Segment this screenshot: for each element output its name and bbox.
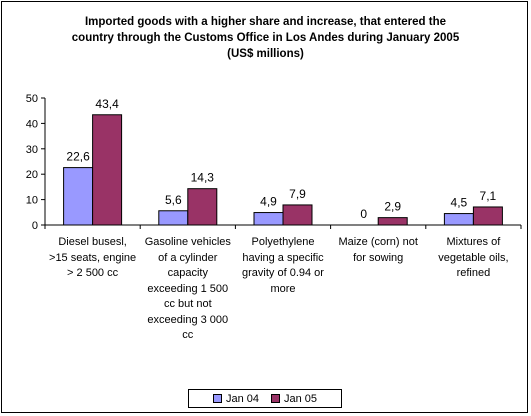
category-label: Gasoline vehicles of a cylinder capacity ex… [142, 235, 234, 344]
category-label-line: capacity [167, 267, 208, 279]
y-tick-label: 20 [26, 169, 38, 181]
bar-jan04 [443, 213, 474, 226]
category-label-line: of a cylinder [158, 251, 218, 264]
data-label: 2,9 [384, 200, 401, 214]
data-label: 5,6 [165, 193, 182, 207]
legend-label-jan04: Jan 04 [225, 392, 259, 405]
chart-title: Imported goods with a higher share and i… [0, 14, 531, 62]
category-label-line: exceeding 3 000 [147, 313, 229, 326]
legend-swatch-jan05 [271, 394, 280, 403]
title-line-2: country through the Customs Office in Lo… [71, 32, 460, 44]
category-label-line: Polyethylene [251, 236, 315, 248]
bar-jan04 [253, 212, 284, 226]
legend-swatch-jan04 [212, 394, 222, 403]
data-label: 7,9 [289, 187, 306, 201]
y-tick-label: 50 [26, 93, 38, 105]
y-tick-label: 30 [26, 144, 38, 156]
title-line-3: (US$ millions) [227, 48, 304, 60]
category-label-line: refined [456, 267, 491, 279]
category-label-line: Mixtures of [446, 236, 501, 248]
category-label-line: vegetable oils, [438, 251, 509, 264]
bar-jan04 [63, 167, 94, 226]
category-label-line: Diesel busesl, [58, 236, 127, 248]
category-label-line: cc [182, 329, 194, 341]
bar-jan05 [282, 204, 313, 226]
category-label-line: exceeding 1 500 [147, 282, 229, 295]
data-label: 7,1 [480, 189, 497, 203]
category-label-line: having a specific [242, 251, 324, 264]
bar-jan04 [158, 210, 189, 226]
category-label-line: more [270, 282, 296, 295]
y-tick-label: 40 [26, 118, 38, 130]
data-label: 43,4 [95, 97, 119, 111]
data-label: 0 [360, 207, 367, 221]
legend-item-jan04: Jan 04 [212, 392, 259, 405]
data-label: 4,5 [451, 196, 468, 210]
category-label-line: cc but not [163, 298, 212, 310]
legend-item-jan05: Jan 05 [271, 393, 317, 405]
category-label-line: >15 seats, engine [49, 251, 137, 264]
category-label: Maize (corn) not for sowing [332, 235, 424, 266]
category-label-line: > 2 500 cc [67, 267, 119, 279]
bar-jan05 [187, 188, 218, 226]
legend: Jan 04 Jan 05 [188, 389, 342, 408]
category-label: Diesel busesl, >15 seats, engine > 2 500 c… [47, 235, 139, 282]
bar-jan05 [92, 114, 123, 226]
category-label-line: gravity of 0.94 or [242, 267, 324, 279]
category-label-line: Maize (corn) not [338, 236, 418, 248]
bar-jan05 [377, 217, 408, 226]
data-label: 4,9 [260, 195, 277, 209]
title-line-1: Imported goods with a higher share and i… [84, 16, 447, 28]
category-label-line: Gasoline vehicles [144, 236, 231, 248]
data-label: 22,6 [66, 150, 90, 164]
category-label: Mixtures of vegetable oils, refined [427, 235, 519, 282]
data-label: 14,3 [191, 171, 215, 185]
y-tick-label: 10 [26, 195, 38, 207]
legend-label-jan05: Jan 05 [284, 392, 318, 405]
bar-jan05 [472, 206, 503, 226]
category-label-line: for sowing [353, 251, 404, 264]
category-label: Polyethylene having a specific gravity of … [237, 235, 329, 297]
y-tick-label: 0 [32, 220, 38, 232]
